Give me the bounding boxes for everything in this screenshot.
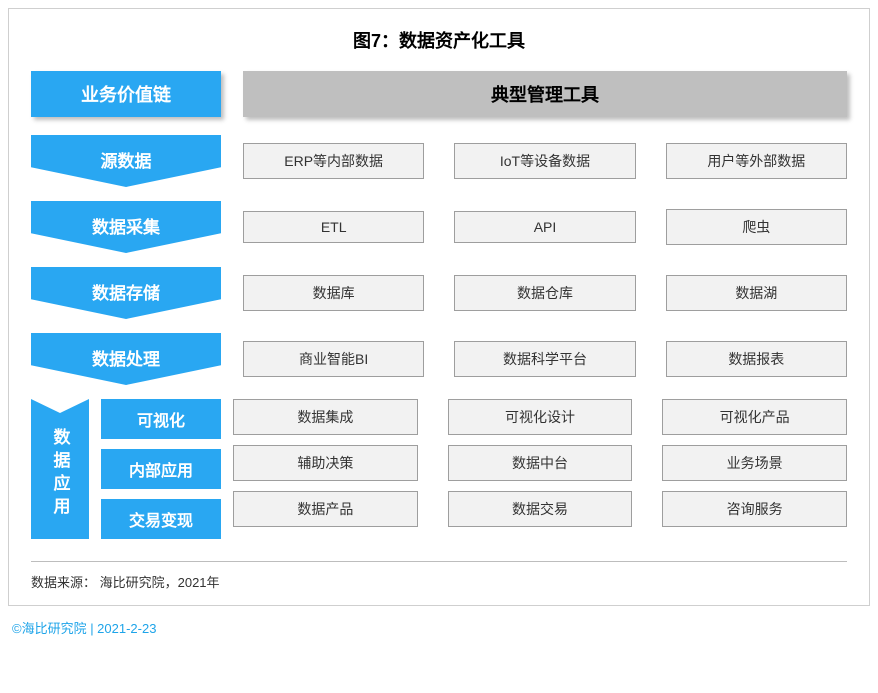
group-row: 数据应用 可视化内部应用交易变现 数据集成可视化设计可视化产品辅助决策数据中台业… (31, 399, 847, 539)
group-tools-col: 数据集成可视化设计可视化产品辅助决策数据中台业务场景数据产品数据交易咨询服务 (233, 399, 847, 539)
credit-line: ©海比研究院 | 2021-2-23 (8, 618, 870, 637)
tool-cell: 数据交易 (448, 491, 633, 527)
group-label: 数据应用 (48, 418, 73, 520)
tool-cell: ETL (243, 211, 424, 243)
group-tool-row: 数据集成可视化设计可视化产品 (233, 399, 847, 435)
tool-row: ETL API 爬虫 (243, 201, 847, 253)
group-sub: 交易变现 (101, 499, 221, 539)
header-left: 业务价值链 (31, 71, 221, 117)
tool-cell: 数据产品 (233, 491, 418, 527)
tool-cell: API (454, 211, 635, 243)
tool-cell: 数据库 (243, 275, 424, 311)
stage-row: 数据采集 ETL API 爬虫 (31, 201, 847, 253)
stage-label: 数据采集 (92, 213, 160, 238)
group-sub: 可视化 (101, 399, 221, 439)
tool-cell: 数据科学平台 (454, 341, 635, 377)
tool-cell: 业务场景 (662, 445, 847, 481)
header-row: 业务价值链 典型管理工具 (31, 71, 847, 117)
stage-label: 源数据 (101, 147, 152, 172)
tool-cell: 可视化产品 (662, 399, 847, 435)
tool-cell: 数据湖 (666, 275, 847, 311)
data-source: 数据来源： 海比研究院，2021年 (31, 572, 847, 591)
stage-arrow: 数据存储 (31, 267, 221, 319)
stage-row: 源数据 ERP等内部数据 IoT等设备数据用户等外部数据 (31, 135, 847, 187)
tool-cell: 辅助决策 (233, 445, 418, 481)
stage-row: 数据处理 商业智能BI 数据科学平台数据报表 (31, 333, 847, 385)
tool-cell: 咨询服务 (662, 491, 847, 527)
group-vertical-tab: 数据应用 (31, 399, 89, 539)
stage-arrow: 数据采集 (31, 201, 221, 253)
group-tool-row: 数据产品数据交易咨询服务 (233, 491, 847, 527)
header-right: 典型管理工具 (243, 71, 847, 117)
stage-label: 数据存储 (92, 279, 160, 304)
tool-row: ERP等内部数据 IoT等设备数据用户等外部数据 (243, 135, 847, 187)
diagram-frame: 图7：数据资产化工具 业务价值链 典型管理工具 源数据 ERP等内部数据 IoT等设… (8, 8, 870, 606)
tool-cell: 数据仓库 (454, 275, 635, 311)
tool-cell: 商业智能BI (243, 341, 424, 377)
stage-row: 数据存储 数据库数据仓库数据湖 (31, 267, 847, 319)
group-sub: 内部应用 (101, 449, 221, 489)
divider (31, 561, 847, 562)
tool-cell: 数据集成 (233, 399, 418, 435)
figure-title: 图7：数据资产化工具 (31, 27, 847, 53)
group-tool-row: 辅助决策数据中台业务场景 (233, 445, 847, 481)
tool-cell: 数据报表 (666, 341, 847, 377)
tool-row: 商业智能BI 数据科学平台数据报表 (243, 333, 847, 385)
tool-cell: 用户等外部数据 (666, 143, 847, 179)
tool-cell: IoT等设备数据 (454, 143, 635, 179)
stage-rows: 源数据ERP等内部数据IoT等设备数据用户等外部数据数据采集ETLAPI爬虫数据… (31, 135, 847, 385)
stage-label: 数据处理 (92, 345, 160, 370)
tool-cell: 爬虫 (666, 209, 847, 245)
stage-arrow: 源数据 (31, 135, 221, 187)
tool-row: 数据库数据仓库数据湖 (243, 267, 847, 319)
stage-arrow: 数据处理 (31, 333, 221, 385)
group-sub-col: 可视化内部应用交易变现 (101, 399, 221, 539)
tool-cell: 可视化设计 (448, 399, 633, 435)
tool-cell: ERP等内部数据 (243, 143, 424, 179)
tool-cell: 数据中台 (448, 445, 633, 481)
